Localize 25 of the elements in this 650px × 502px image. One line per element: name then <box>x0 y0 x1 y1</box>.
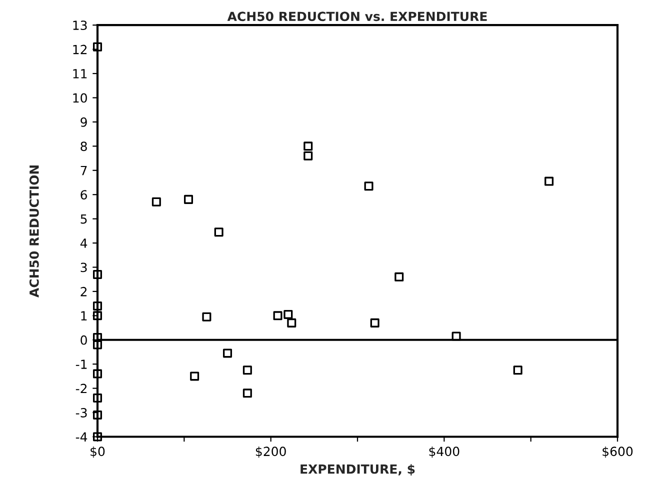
y-tick-label: 13 <box>73 20 87 30</box>
y-tick-label: 5 <box>80 214 87 224</box>
y-tick-label: 4 <box>80 238 88 248</box>
chart-title: ACH50 REDUCTION vs. EXPENDITURE <box>227 12 487 22</box>
y-tick-label: 12 <box>73 44 87 54</box>
x-axis-title: EXPENDITURE, $ <box>300 464 415 476</box>
x-tick-label: $400 <box>429 446 460 458</box>
y-tick-label: 6 <box>80 190 87 200</box>
y-tick-label: -4 <box>76 432 88 442</box>
y-axis-title: ACH50 REDUCTION <box>29 165 39 298</box>
y-tick-label: 7 <box>80 166 87 176</box>
y-tick-label: 3 <box>80 262 87 272</box>
y-tick-label: -2 <box>76 384 87 394</box>
y-tick-label: -1 <box>76 360 87 369</box>
y-tick-label: 2 <box>80 286 87 296</box>
y-tick-label: 1 <box>81 311 87 320</box>
y-tick-label: 11 <box>73 69 87 78</box>
x-tick-label: $0 <box>90 446 105 458</box>
y-tick-label: -3 <box>76 408 87 418</box>
y-tick-label: 10 <box>73 93 87 103</box>
x-tick-label: $200 <box>256 446 286 458</box>
y-tick-label: 0 <box>80 335 87 345</box>
x-tick-label: $600 <box>602 446 633 458</box>
y-tick-label: 8 <box>80 142 87 152</box>
y-tick-label: 9 <box>80 117 87 127</box>
